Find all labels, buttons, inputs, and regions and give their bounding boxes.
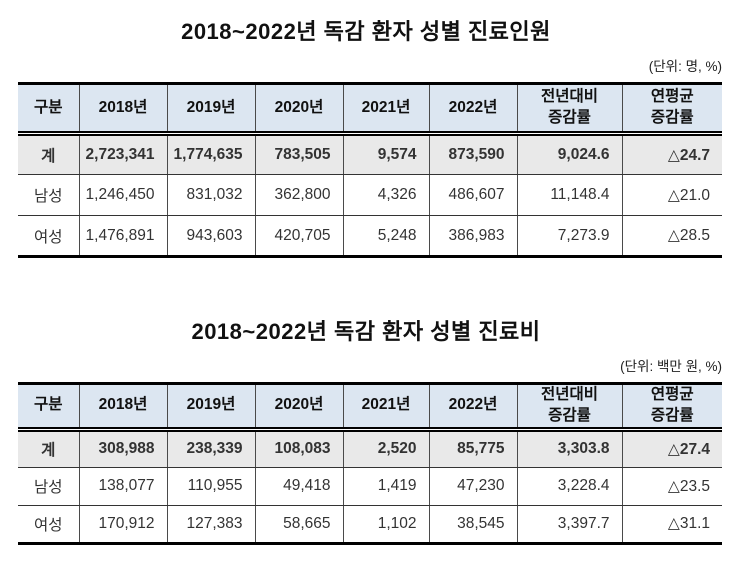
table-row-male: 남성 1,246,450 831,032 362,800 4,326 486,6… [18,174,722,216]
table-row-female: 여성 1,476,891 943,603 420,705 5,248 386,9… [18,215,722,257]
value-cell: 9,024.6 [516,133,623,175]
unit-label-patients: (단위: 명, %) [648,59,722,74]
header-cell-2021: 2021년 [342,83,430,136]
table-row-male: 남성 138,077 110,955 49,418 1,419 47,230 3… [18,467,722,506]
value-cell: 1,246,450 [78,174,168,216]
header-cell-avg-rate: 연평균 증감률 [621,83,722,136]
header-cell-2022: 2022년 [428,383,518,432]
value-cell: 386,983 [428,215,518,257]
header-cell-yoy-rate: 전년대비 증감률 [516,83,623,136]
header-cell-2022: 2022년 [428,83,518,136]
value-cell: △21.0 [621,174,722,216]
value-cell: 1,774,635 [166,133,256,175]
table-row-total: 계 2,723,341 1,774,635 783,505 9,574 873,… [18,133,722,175]
header-cell-gubun: 구분 [18,83,80,136]
value-cell: 9,574 [342,133,430,175]
value-cell: 108,083 [254,429,344,468]
value-cell: 38,545 [428,505,518,544]
header-cell-2021: 2021년 [342,383,430,432]
value-cell: 1,419 [342,467,430,506]
value-cell: 1,102 [342,505,430,544]
value-cell: 5,248 [342,215,430,257]
value-cell: △27.4 [621,429,722,468]
value-cell: △24.7 [621,133,722,175]
value-cell: 3,228.4 [516,467,623,506]
table-row-female: 여성 170,912 127,383 58,665 1,102 38,545 3… [18,505,722,544]
table-row-total: 계 308,988 238,339 108,083 2,520 85,775 3… [18,429,722,468]
value-cell: 58,665 [254,505,344,544]
value-cell: 831,032 [166,174,256,216]
value-cell: 85,775 [428,429,518,468]
value-cell: 3,397.7 [516,505,623,544]
value-cell: 11,148.4 [516,174,623,216]
value-cell: 7,273.9 [516,215,623,257]
value-cell: 783,505 [254,133,344,175]
value-cell: 4,326 [342,174,430,216]
value-cell: 49,418 [254,467,344,506]
value-cell: 3,303.8 [516,429,623,468]
table-header-row: 구분 2018년 2019년 2020년 2021년 2022년 전년대비 증감… [18,383,722,432]
table-title-cost: 2018~2022년 독감 환자 성별 진료비 [191,319,541,344]
row-label-cell: 남성 [18,467,80,506]
value-cell: 362,800 [254,174,344,216]
patients-table: 구분 2018년 2019년 2020년 2021년 2022년 전년대비 증감… [18,82,722,258]
header-cell-2019: 2019년 [166,383,256,432]
value-cell: 47,230 [428,467,518,506]
row-label-cell: 남성 [18,174,80,216]
value-cell: 873,590 [428,133,518,175]
row-label-cell: 계 [18,133,80,175]
value-cell: 238,339 [166,429,256,468]
cost-table: 구분 2018년 2019년 2020년 2021년 2022년 전년대비 증감… [18,382,722,545]
value-cell: △23.5 [621,467,722,506]
value-cell: 420,705 [254,215,344,257]
row-label-cell: 계 [18,429,80,468]
value-cell: 2,520 [342,429,430,468]
header-cell-2018: 2018년 [78,83,168,136]
value-cell: 110,955 [166,467,256,506]
value-cell: 2,723,341 [78,133,168,175]
value-cell: 127,383 [166,505,256,544]
table-title-patients: 2018~2022년 독감 환자 성별 진료인원 [181,19,551,44]
value-cell: △31.1 [621,505,722,544]
header-cell-2018: 2018년 [78,383,168,432]
header-cell-2020: 2020년 [254,383,344,432]
value-cell: 308,988 [78,429,168,468]
value-cell: 170,912 [78,505,168,544]
table-header-row: 구분 2018년 2019년 2020년 2021년 2022년 전년대비 증감… [18,83,722,136]
header-cell-yoy-rate: 전년대비 증감률 [516,383,623,432]
header-cell-gubun: 구분 [18,383,80,432]
row-label-cell: 여성 [18,215,80,257]
value-cell: 138,077 [78,467,168,506]
value-cell: △28.5 [621,215,722,257]
value-cell: 486,607 [428,174,518,216]
header-cell-avg-rate: 연평균 증감률 [621,383,722,432]
header-cell-2019: 2019년 [166,83,256,136]
value-cell: 943,603 [166,215,256,257]
value-cell: 1,476,891 [78,215,168,257]
header-cell-2020: 2020년 [254,83,344,136]
unit-label-cost: (단위: 백만 원, %) [620,359,722,374]
row-label-cell: 여성 [18,505,80,544]
